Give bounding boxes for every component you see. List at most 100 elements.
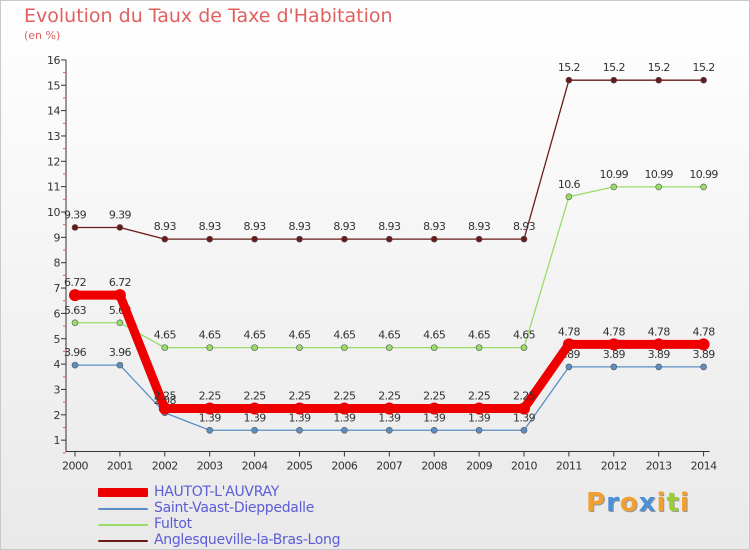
- data-label: 2.25: [513, 389, 536, 402]
- data-label: 1.39: [513, 411, 536, 424]
- data-label: 3.89: [693, 348, 716, 361]
- data-label: 4.65: [513, 329, 536, 342]
- data-point: [161, 235, 169, 243]
- data-point: [158, 402, 171, 415]
- data-point: [71, 319, 79, 327]
- data-point: [71, 361, 79, 369]
- data-point: [69, 289, 81, 302]
- data-label: 9.39: [109, 208, 132, 221]
- data-label: 2.25: [154, 389, 177, 402]
- data-label: 6.72: [109, 276, 131, 289]
- data-label: 3.96: [64, 346, 87, 359]
- data-point: [385, 426, 393, 434]
- series-line: [75, 186, 704, 349]
- data-point: [565, 76, 573, 84]
- data-point: [520, 235, 528, 243]
- data-label: 4.65: [333, 329, 356, 342]
- data-point: [520, 344, 528, 351]
- data-point: [475, 344, 483, 351]
- chart-title: Evolution du Taux de Taxe d'Habitation: [24, 5, 393, 27]
- data-point: [385, 235, 393, 243]
- x-tick-label: 2009: [466, 460, 492, 473]
- data-label: 8.93: [154, 220, 177, 233]
- data-label: 4.78: [558, 325, 581, 338]
- data-point: [562, 338, 575, 351]
- data-point: [71, 224, 79, 231]
- data-label: 10.6: [558, 178, 581, 191]
- y-tick-label: 6: [54, 307, 61, 320]
- data-point: [655, 363, 663, 371]
- legend-label: Fultot: [154, 516, 192, 532]
- data-label: 8.93: [378, 220, 401, 233]
- data-label: 8.93: [423, 220, 446, 233]
- data-label: 4.65: [288, 329, 311, 342]
- data-point: [473, 402, 486, 415]
- data-label: 1.39: [468, 411, 491, 424]
- data-point: [385, 344, 393, 351]
- x-tick-label: 2012: [601, 460, 627, 473]
- data-point: [251, 426, 258, 434]
- data-point: [475, 426, 483, 434]
- data-point: [116, 319, 124, 327]
- data-label: 3.89: [603, 348, 626, 361]
- data-point: [248, 402, 261, 415]
- y-tick-label: 7: [54, 282, 61, 295]
- data-point: [116, 224, 124, 231]
- data-label: 8.93: [199, 220, 222, 233]
- data-point: [161, 344, 169, 351]
- data-label: 3.96: [109, 346, 132, 359]
- y-tick-label: 11: [47, 181, 60, 194]
- x-tick-label: 2007: [376, 460, 402, 473]
- data-point: [475, 235, 483, 243]
- data-point: [206, 344, 213, 351]
- legend-label: HAUTOT-L'AUVRAY: [154, 484, 279, 500]
- data-label: 1.39: [199, 411, 222, 424]
- data-point: [296, 235, 303, 243]
- x-tick-label: 2013: [646, 460, 672, 473]
- data-label: 1.39: [244, 411, 267, 424]
- data-point: [430, 426, 438, 434]
- data-label: 1.39: [288, 411, 311, 424]
- data-label: 2.25: [199, 389, 222, 402]
- data-point: [116, 361, 124, 369]
- y-tick-label: 4: [54, 358, 61, 371]
- data-point: [383, 402, 396, 415]
- x-tick-label: 2010: [511, 460, 537, 473]
- legend-swatch: [98, 508, 148, 510]
- data-label: 1.39: [333, 411, 356, 424]
- data-point: [293, 402, 306, 415]
- data-label: 1.39: [378, 411, 401, 424]
- y-tick-label: 12: [47, 155, 60, 168]
- data-point: [700, 183, 707, 191]
- data-label: 15.2: [558, 61, 580, 74]
- data-point: [652, 338, 665, 351]
- data-label: 2.25: [378, 389, 401, 402]
- y-tick-label: 13: [47, 130, 60, 143]
- data-point: [341, 344, 348, 351]
- x-tick-label: 2014: [691, 460, 717, 473]
- data-point: [655, 183, 663, 191]
- data-label: 15.2: [603, 61, 625, 74]
- data-label: 8.93: [513, 220, 536, 233]
- data-label: 5.63: [64, 304, 87, 317]
- data-point: [338, 402, 351, 415]
- data-point: [430, 235, 438, 243]
- data-label: 4.65: [423, 329, 446, 342]
- x-tick-label: 2004: [242, 460, 268, 473]
- data-point: [518, 402, 530, 415]
- data-point: [607, 338, 620, 351]
- y-tick-label: 8: [54, 257, 61, 270]
- y-tick-label: 14: [47, 105, 60, 118]
- x-tick-label: 2003: [197, 460, 223, 473]
- data-label: 15.2: [693, 61, 715, 74]
- data-label: 2.25: [288, 389, 311, 402]
- data-point: [203, 402, 216, 415]
- data-point: [428, 402, 441, 415]
- data-point: [700, 363, 707, 371]
- y-tick-label: 10: [47, 206, 60, 219]
- data-point: [610, 183, 618, 191]
- data-label: 4.78: [603, 325, 626, 338]
- data-label: 8.93: [288, 220, 311, 233]
- legend-label: Anglesqueville-la-Bras-Long: [154, 532, 341, 548]
